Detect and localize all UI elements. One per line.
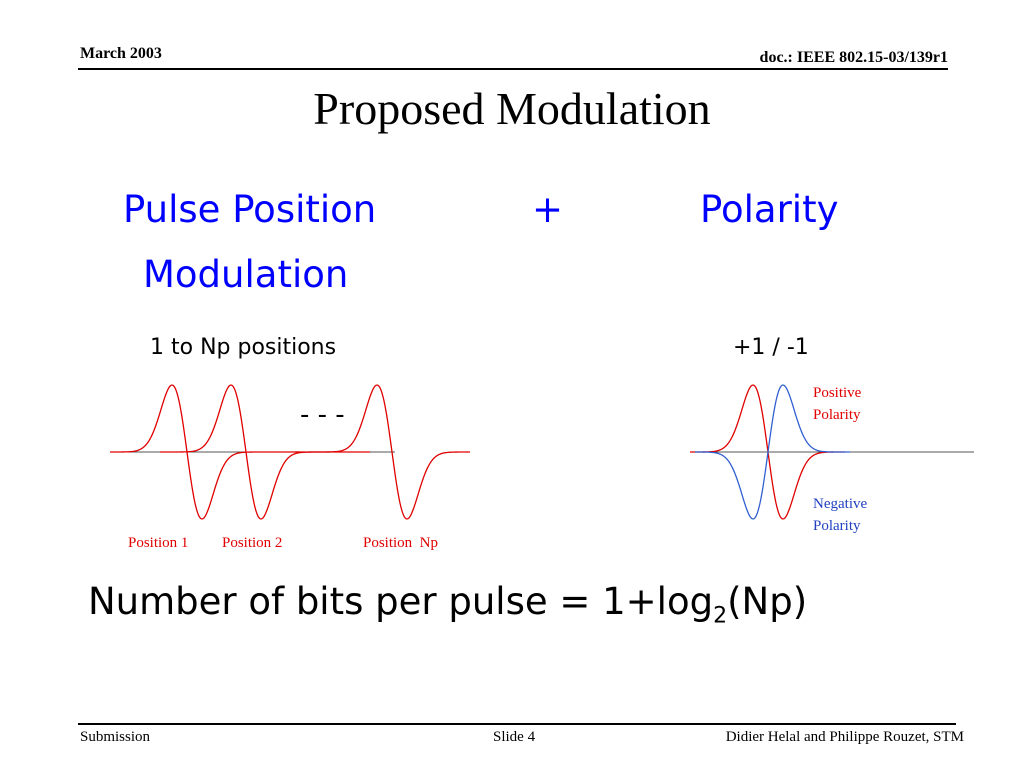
- negative-label-line1: Negative: [813, 496, 867, 512]
- formula-subscript: 2: [713, 603, 728, 629]
- ppm-pulse-np: [295, 384, 470, 520]
- header-date: March 2003: [80, 45, 162, 62]
- header-doc-id: doc.: IEEE 802.15-03/139r1: [759, 49, 948, 66]
- ppm-heading-line1: Pulse Position: [123, 188, 377, 231]
- position-1-label: Position 1: [128, 535, 188, 551]
- positive-label-line2: Polarity: [813, 407, 861, 423]
- footer-authors: Didier Helal and Philippe Rouzet, STM: [725, 729, 964, 745]
- position-2-label: Position 2: [222, 535, 282, 551]
- slide-title: Proposed Modulation: [313, 83, 711, 134]
- formula-prefix: Number of bits per pulse = 1+log: [88, 580, 714, 623]
- negative-label-line2: Polarity: [813, 518, 861, 534]
- ppm-subtitle: 1 to Np positions: [150, 335, 337, 360]
- negative-polarity-pulse: [694, 384, 850, 520]
- positive-polarity-pulse: [690, 384, 845, 520]
- footer-divider: [78, 723, 956, 725]
- footer-submission: Submission: [80, 729, 151, 745]
- plus-sign: +: [532, 188, 564, 231]
- formula-suffix: (Np): [727, 580, 808, 623]
- polarity-heading: Polarity: [700, 188, 839, 231]
- header-divider: [78, 68, 948, 70]
- positive-label-line1: Positive: [813, 385, 862, 401]
- footer-slide-number: Slide 4: [493, 729, 536, 745]
- ppm-pulse-1: [110, 384, 300, 520]
- bits-per-pulse-formula: Number of bits per pulse = 1+log2(Np): [88, 580, 807, 628]
- position-np-label: Position Np: [363, 535, 438, 551]
- ellipsis-dots: - - -: [300, 400, 345, 430]
- ppm-heading-line2: Modulation: [143, 253, 349, 296]
- polarity-subtitle: +1 / -1: [733, 335, 809, 360]
